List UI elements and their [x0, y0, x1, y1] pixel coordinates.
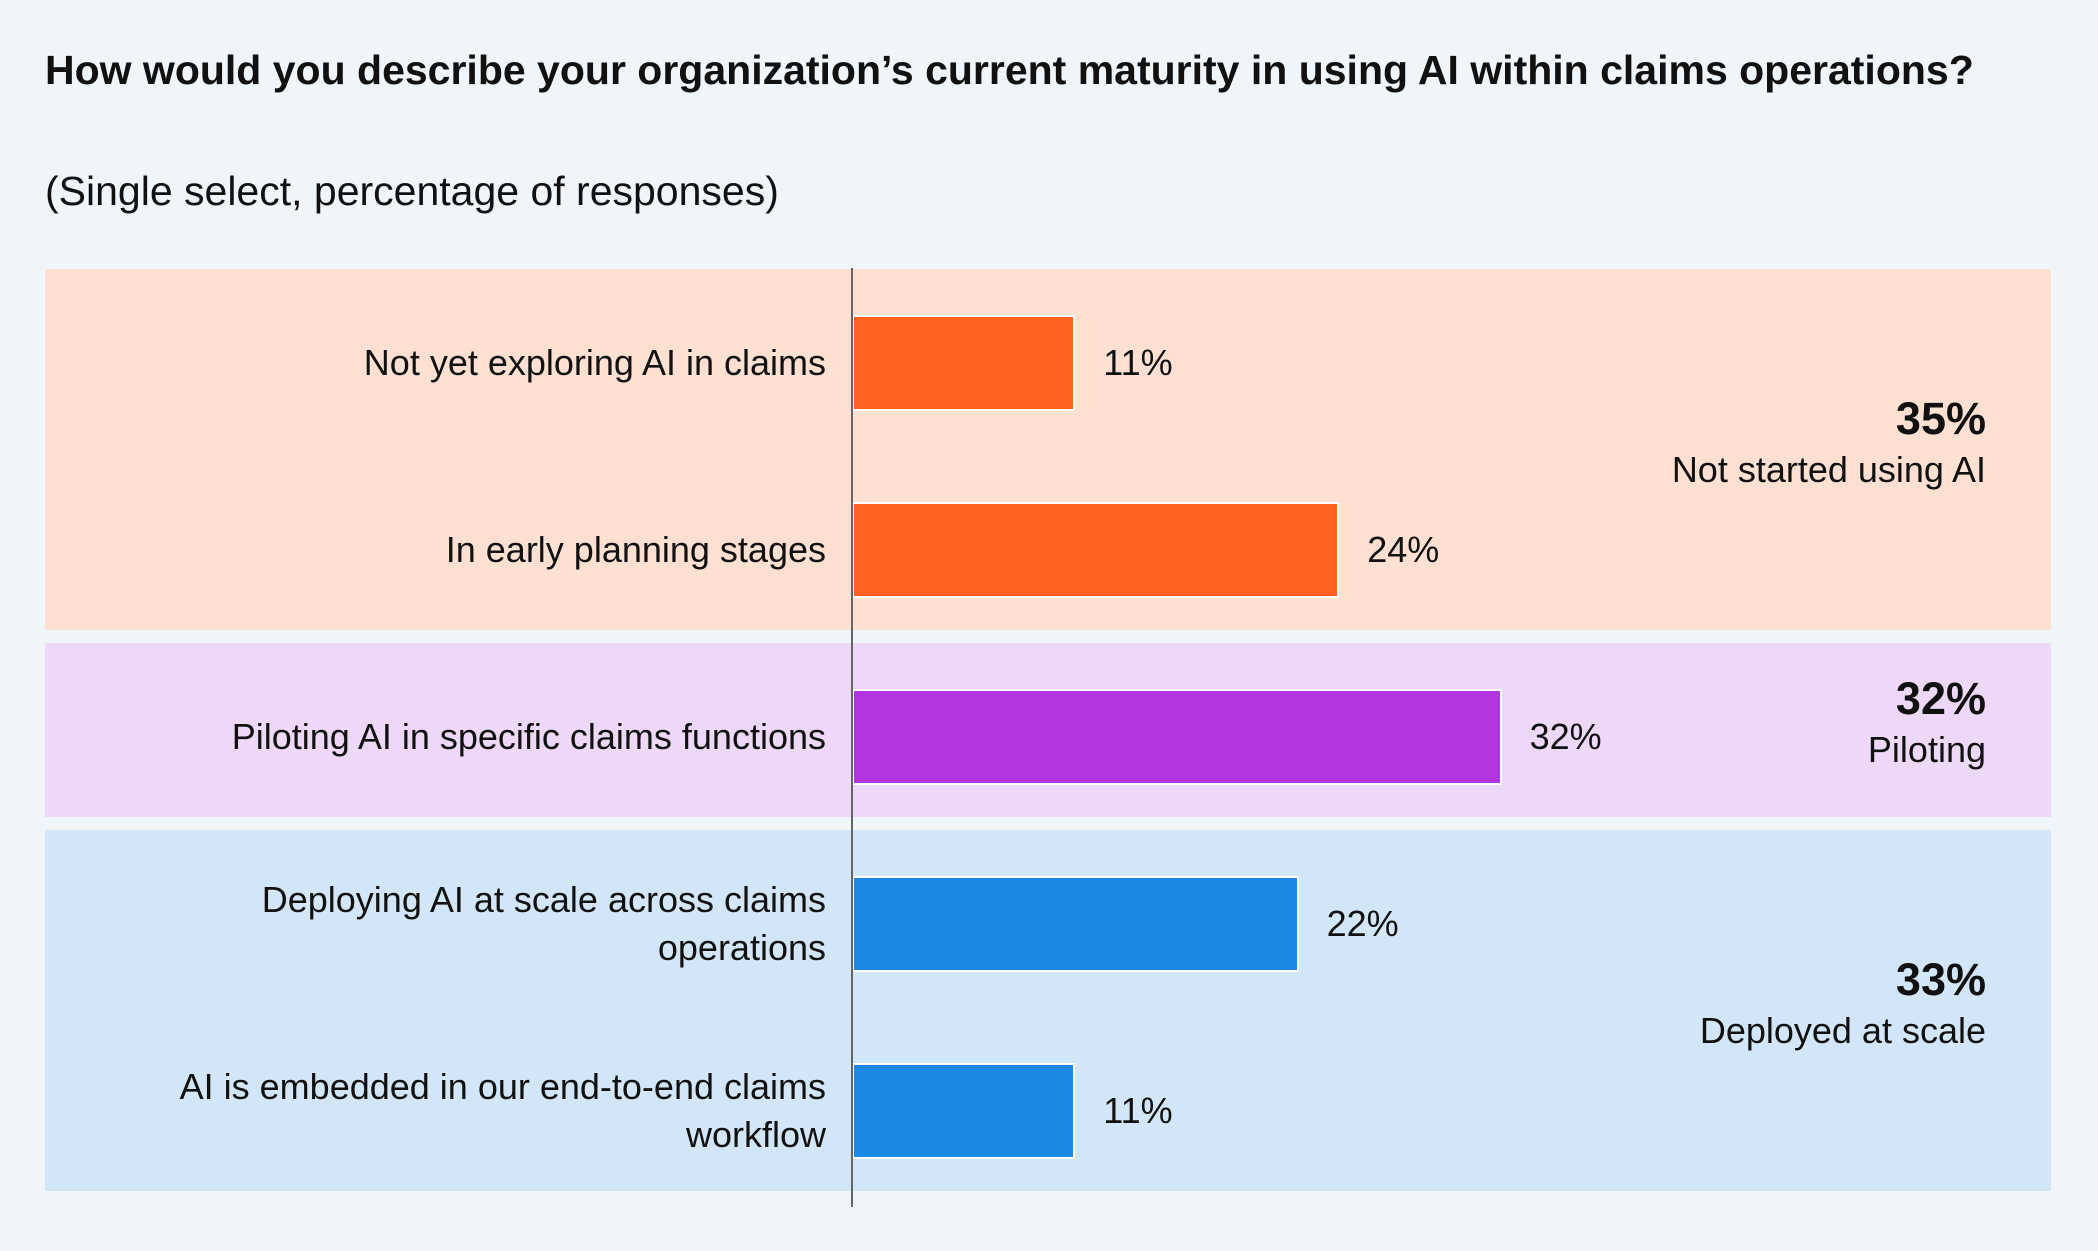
category-label: Piloting AI in specific claims functions: [231, 716, 826, 757]
group-total: 35%: [1895, 392, 1986, 444]
bar: [852, 1063, 1076, 1159]
bar: [852, 502, 1340, 598]
value-label: 24%: [1367, 529, 1440, 570]
group-name: Piloting: [1867, 729, 1986, 770]
category-label: Deploying AI at scale across claims oper…: [261, 879, 826, 968]
value-label: 22%: [1326, 903, 1399, 944]
chart-subtitle: (Single select, percentage of responses): [45, 168, 779, 214]
bar: [852, 315, 1076, 411]
value-label: 11%: [1103, 1090, 1173, 1131]
category-label: Not yet exploring AI in claims: [363, 342, 826, 383]
category-label: In early planning stages: [445, 529, 826, 570]
group-total: 32%: [1895, 673, 1986, 724]
chart-title: How would you describe your organization…: [45, 47, 1974, 93]
group-name: Not started using AI: [1671, 448, 1986, 490]
value-label: 11%: [1103, 342, 1173, 383]
group-total: 33%: [1895, 953, 1986, 1005]
value-label: 32%: [1529, 716, 1602, 757]
axis-line: [851, 268, 853, 1207]
bar: [852, 876, 1299, 972]
group-name: Deployed at scale: [1699, 1009, 1986, 1051]
bar: [852, 689, 1502, 785]
category-label: AI is embedded in our end-to-end claims …: [179, 1066, 826, 1155]
